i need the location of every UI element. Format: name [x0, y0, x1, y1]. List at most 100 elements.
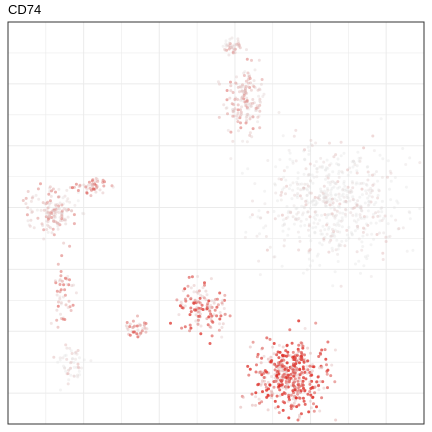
data-point-right-cloud [366, 165, 370, 169]
data-point-big-bottom [263, 369, 267, 373]
data-point-right-cloud [305, 217, 308, 221]
data-point-right-cloud [329, 200, 332, 204]
data-point-right-cloud [357, 259, 361, 263]
data-point-right-cloud [308, 234, 311, 238]
data-point-lower-left [77, 366, 81, 370]
data-point-big-bottom [326, 386, 329, 390]
data-point-big-bottom [279, 366, 283, 370]
data-point-right-cloud [355, 224, 359, 228]
data-point-top-arm [257, 94, 261, 98]
data-point-big-bottom [317, 355, 321, 358]
data-point-right-cloud [343, 188, 347, 192]
data-point-right-cloud [324, 195, 328, 199]
data-point-right-cloud [333, 208, 337, 212]
data-point-right-cloud [306, 188, 309, 192]
data-point-mid-cluster [189, 310, 193, 314]
data-point-right-cloud [257, 209, 261, 213]
data-point-big-bottom [283, 367, 287, 371]
data-point-big-bottom [275, 373, 279, 377]
data-point-right-cloud [306, 145, 310, 149]
data-point-top-arm [258, 99, 262, 103]
data-point-top-stalk [230, 36, 234, 40]
data-point-right-cloud [358, 159, 362, 163]
data-point-right-cloud [313, 231, 317, 235]
data-point-right-cloud [346, 196, 350, 200]
data-point-right-cloud [352, 159, 355, 163]
data-point-big-bottom [257, 397, 261, 401]
data-point-big-bottom [270, 375, 273, 378]
data-point-big-bottom [268, 383, 272, 387]
data-point-left-arc [76, 189, 80, 192]
data-point-right-cloud [383, 214, 387, 218]
data-point-mid-cluster [202, 296, 206, 300]
data-point-big-bottom [269, 389, 273, 393]
data-point-right-cloud [345, 228, 349, 232]
data-point-right-cloud [301, 211, 305, 215]
data-point-mid-cluster [215, 305, 219, 309]
data-point-big-bottom [284, 375, 288, 379]
data-point-big-bottom [281, 408, 285, 412]
data-point-mid-cluster [221, 298, 225, 302]
data-point-right-cloud [312, 198, 316, 201]
data-point-big-bottom [325, 369, 329, 373]
data-point-top-arm [249, 81, 252, 85]
data-point-left-blob [47, 214, 51, 218]
data-point-mid-cluster [196, 322, 200, 326]
data-point-top-arm [239, 98, 242, 102]
data-point-left-blob [57, 187, 61, 191]
data-point-mid-cluster [204, 289, 208, 293]
data-point-big-bottom [260, 381, 264, 385]
data-point-right-cloud [331, 170, 335, 174]
data-point-left-blob [46, 200, 50, 204]
data-point-right-cloud [315, 254, 319, 258]
data-point-big-bottom [262, 371, 266, 375]
data-point-left-tail [64, 343, 68, 347]
data-point-big-bottom [284, 385, 287, 389]
data-point-small-cluster [140, 329, 144, 333]
data-point-lower-left [89, 359, 93, 363]
data-point-left-blob [50, 189, 54, 193]
data-point-left-tail [58, 283, 62, 286]
data-point-right-cloud [297, 217, 301, 220]
data-point-right-cloud [375, 170, 378, 174]
data-point-lower-left [69, 349, 73, 353]
data-point-right-cloud [337, 163, 341, 167]
data-point-lower-left [63, 366, 67, 370]
data-point-right-cloud [253, 182, 257, 186]
data-point-right-cloud [318, 218, 322, 222]
data-point-right-cloud [319, 229, 323, 233]
data-point-right-cloud [331, 284, 335, 288]
data-point-small-cluster [138, 333, 142, 337]
data-point-big-bottom [313, 391, 317, 395]
data-point-big-bottom [293, 364, 296, 368]
data-point-mid-cluster [194, 319, 198, 323]
data-point-big-bottom [298, 413, 301, 417]
data-point-right-cloud [369, 200, 373, 204]
data-point-left-tail [62, 283, 66, 287]
data-point-top-stalk [225, 43, 229, 47]
data-point-left-arc [82, 183, 86, 187]
data-point-top-arm [248, 131, 252, 135]
data-point-top-arm [239, 110, 243, 114]
data-point-big-bottom [263, 383, 267, 386]
data-point-right-cloud [354, 262, 357, 266]
data-point-right-cloud [335, 213, 338, 217]
data-point-left-arc [85, 187, 89, 191]
data-point-big-bottom [304, 377, 308, 381]
data-point-big-bottom [310, 369, 314, 373]
data-point-right-cloud [365, 183, 369, 187]
data-point-right-cloud [250, 213, 254, 217]
data-point-top-stalk [233, 43, 237, 47]
data-point-mid-cluster [199, 324, 203, 328]
data-point-left-blob [65, 199, 69, 203]
data-point-top-arm [226, 128, 230, 132]
data-point-mid-cluster [209, 317, 213, 320]
data-point-big-bottom [299, 412, 303, 416]
data-point-right-cloud [328, 183, 332, 187]
data-point-top-stalk [238, 46, 242, 50]
data-point-top-arm [240, 89, 244, 93]
data-point-top-stalk [223, 47, 227, 51]
data-point-small-cluster [145, 327, 149, 331]
data-point-right-cloud [362, 215, 366, 219]
data-point-big-bottom [278, 365, 282, 369]
